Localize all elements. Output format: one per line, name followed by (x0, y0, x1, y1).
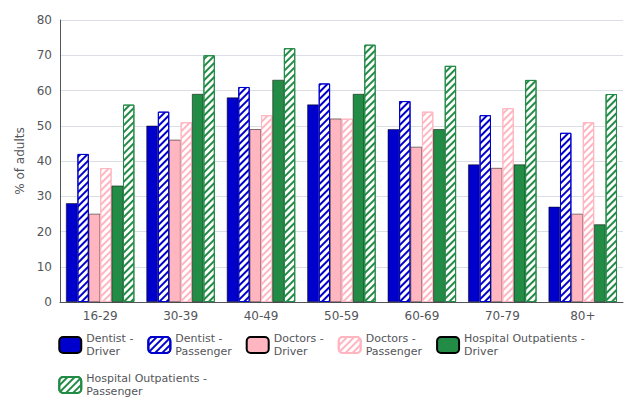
svg-text:20: 20 (37, 225, 52, 239)
svg-text:40: 40 (37, 154, 52, 168)
svg-text:Passenger: Passenger (175, 345, 232, 358)
svg-text:Passenger: Passenger (366, 345, 423, 358)
svg-text:Dentist -: Dentist - (86, 332, 133, 345)
svg-text:60: 60 (37, 84, 52, 98)
svg-text:Driver: Driver (86, 345, 120, 358)
svg-text:70: 70 (37, 48, 52, 62)
svg-text:Hospital Outpatients -: Hospital Outpatients - (464, 332, 585, 345)
svg-text:50-59: 50-59 (324, 309, 359, 323)
svg-text:% of adults: % of adults (13, 127, 27, 194)
svg-text:Driver: Driver (274, 345, 308, 358)
svg-text:30: 30 (37, 189, 52, 203)
svg-text:Doctors -: Doctors - (366, 332, 416, 345)
svg-text:50: 50 (37, 119, 52, 133)
svg-text:80+: 80+ (570, 309, 595, 323)
svg-text:Hospital Outpatients -: Hospital Outpatients - (86, 372, 207, 385)
svg-text:Driver: Driver (464, 345, 498, 358)
svg-text:70-79: 70-79 (485, 309, 520, 323)
svg-text:60-69: 60-69 (404, 309, 439, 323)
svg-text:80: 80 (37, 13, 52, 27)
svg-text:Dentist -: Dentist - (175, 332, 222, 345)
svg-text:Doctors -: Doctors - (274, 332, 324, 345)
svg-text:30-39: 30-39 (163, 309, 198, 323)
svg-text:Passenger: Passenger (86, 385, 143, 398)
svg-text:40-49: 40-49 (244, 309, 279, 323)
svg-text:10: 10 (37, 260, 52, 274)
svg-text:16-29: 16-29 (83, 309, 118, 323)
svg-text:0: 0 (44, 295, 52, 309)
